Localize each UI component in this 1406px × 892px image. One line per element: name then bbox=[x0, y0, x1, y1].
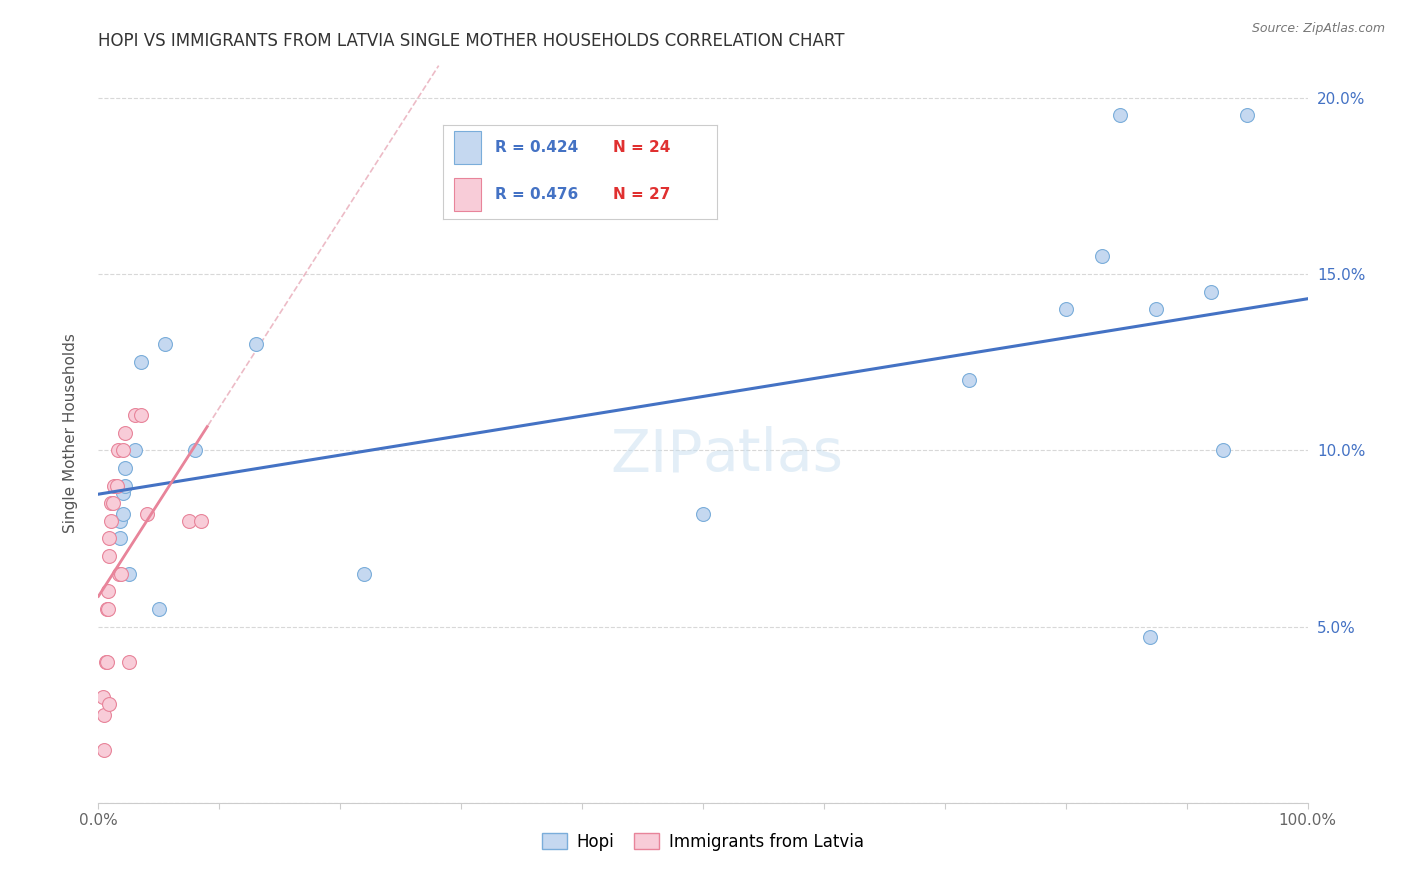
Point bbox=[114, 425, 136, 440]
Point bbox=[111, 507, 134, 521]
Point bbox=[1236, 108, 1258, 122]
Legend: Hopi, Immigrants from Latvia: Hopi, Immigrants from Latvia bbox=[534, 826, 872, 857]
Point bbox=[98, 532, 121, 546]
Y-axis label: Single Mother Households: Single Mother Households bbox=[63, 333, 77, 533]
Point bbox=[111, 443, 134, 458]
Point bbox=[1199, 285, 1222, 299]
Point bbox=[91, 690, 114, 704]
Text: R = 0.476: R = 0.476 bbox=[495, 187, 578, 202]
Point bbox=[153, 337, 176, 351]
Point bbox=[97, 584, 120, 599]
Point bbox=[110, 566, 132, 581]
Point bbox=[103, 478, 125, 492]
Point bbox=[184, 443, 207, 458]
Point bbox=[124, 443, 146, 458]
Text: N = 24: N = 24 bbox=[613, 140, 671, 155]
Point bbox=[118, 655, 141, 669]
Point bbox=[179, 514, 201, 528]
Point bbox=[1109, 108, 1132, 122]
Text: ZIP: ZIP bbox=[610, 426, 703, 483]
Point bbox=[108, 566, 131, 581]
Point bbox=[135, 507, 157, 521]
Point bbox=[100, 496, 122, 510]
Point bbox=[108, 532, 131, 546]
Point bbox=[1139, 630, 1161, 644]
Point bbox=[124, 408, 146, 422]
Point bbox=[111, 485, 134, 500]
Point bbox=[107, 443, 129, 458]
Point bbox=[108, 514, 131, 528]
Point bbox=[114, 461, 136, 475]
Point bbox=[1091, 249, 1114, 263]
Point bbox=[1054, 302, 1077, 317]
Point bbox=[98, 697, 121, 711]
Point bbox=[93, 743, 115, 757]
Point bbox=[1146, 302, 1168, 317]
Text: R = 0.424: R = 0.424 bbox=[495, 140, 578, 155]
Point bbox=[97, 602, 120, 616]
Point bbox=[1212, 443, 1234, 458]
Text: N = 27: N = 27 bbox=[613, 187, 671, 202]
Point bbox=[105, 478, 128, 492]
Text: atlas: atlas bbox=[703, 426, 844, 483]
Point bbox=[114, 478, 136, 492]
Point bbox=[129, 355, 152, 369]
Text: HOPI VS IMMIGRANTS FROM LATVIA SINGLE MOTHER HOUSEHOLDS CORRELATION CHART: HOPI VS IMMIGRANTS FROM LATVIA SINGLE MO… bbox=[98, 32, 845, 50]
Point bbox=[96, 655, 118, 669]
Point bbox=[100, 514, 122, 528]
Point bbox=[118, 566, 141, 581]
Point bbox=[353, 566, 375, 581]
FancyBboxPatch shape bbox=[454, 131, 481, 164]
FancyBboxPatch shape bbox=[454, 178, 481, 211]
Point bbox=[148, 602, 170, 616]
Point bbox=[129, 408, 152, 422]
Point bbox=[94, 655, 117, 669]
Point bbox=[692, 507, 714, 521]
Point bbox=[101, 496, 124, 510]
Point bbox=[245, 337, 267, 351]
Point bbox=[98, 549, 121, 563]
Text: Source: ZipAtlas.com: Source: ZipAtlas.com bbox=[1251, 22, 1385, 36]
Point bbox=[190, 514, 212, 528]
Point bbox=[96, 602, 118, 616]
Point bbox=[957, 373, 980, 387]
Point bbox=[93, 707, 115, 722]
